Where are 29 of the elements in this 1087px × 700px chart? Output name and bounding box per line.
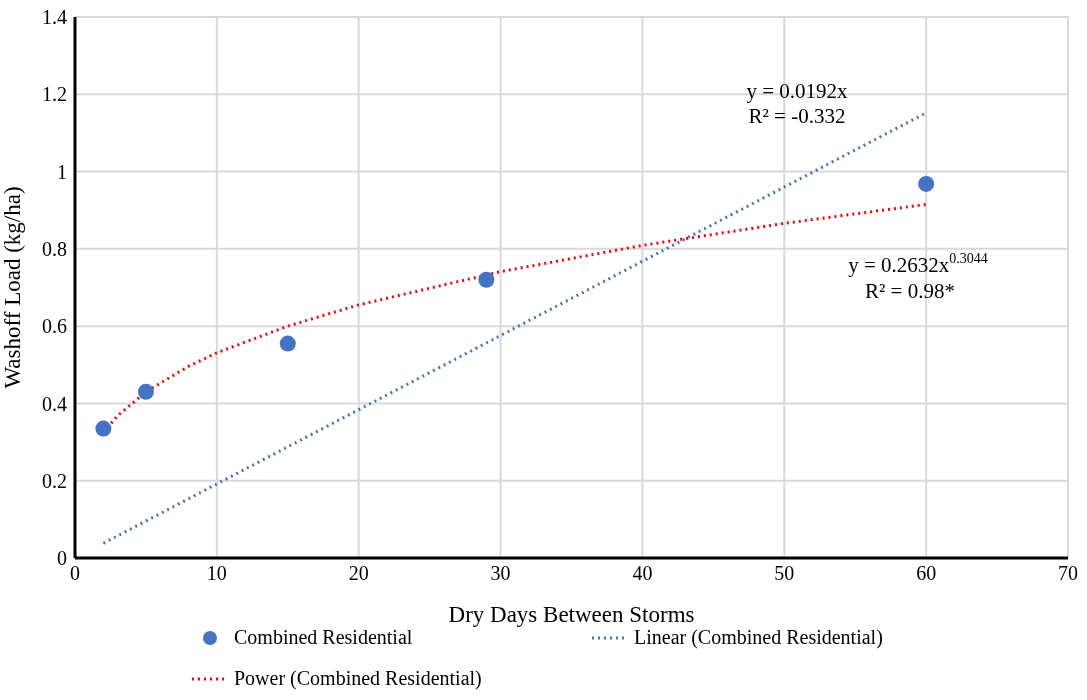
point — [279, 335, 296, 352]
annotation: y = 0.0192x — [746, 78, 849, 103]
annotation: R² = 0.98* — [865, 278, 955, 303]
y-tick-label: 0.4 — [42, 392, 67, 415]
legend-label: Power (Combined Residential) — [234, 667, 482, 690]
y-tick-label: 0 — [57, 547, 67, 570]
point — [478, 271, 495, 288]
x-tick-label: 60 — [916, 562, 937, 585]
x-axis-title: Dry Days Between Storms — [448, 602, 695, 627]
point — [95, 420, 112, 437]
point — [137, 383, 154, 400]
x-tick-label: 20 — [348, 562, 369, 585]
y-tick-label: 0.2 — [42, 469, 67, 492]
x-tick-label: 30 — [490, 562, 511, 585]
y-tick-label: 0.6 — [42, 315, 67, 338]
x-tick-label: 40 — [632, 562, 653, 585]
annotation: y = 0.2632x$^{0.3044}$ — [848, 250, 988, 277]
x-tick-label: 50 — [774, 562, 795, 585]
point — [918, 175, 935, 192]
y-tick-label: 0.8 — [42, 237, 67, 260]
x-tick-label: 70 — [1058, 562, 1078, 585]
legend-label: Linear (Combined Residential) — [634, 626, 883, 649]
y-tick-label: 1.2 — [42, 83, 67, 106]
y-axis-title: Washoff Load (kg/ha) — [0, 186, 26, 389]
y-tick-label: 1.4 — [42, 6, 67, 29]
legend-label: Combined Residential — [234, 626, 413, 649]
annotation: R² = -0.332 — [748, 103, 846, 128]
x-tick-label: 10 — [206, 562, 227, 585]
y-tick-label: 1 — [57, 160, 67, 183]
